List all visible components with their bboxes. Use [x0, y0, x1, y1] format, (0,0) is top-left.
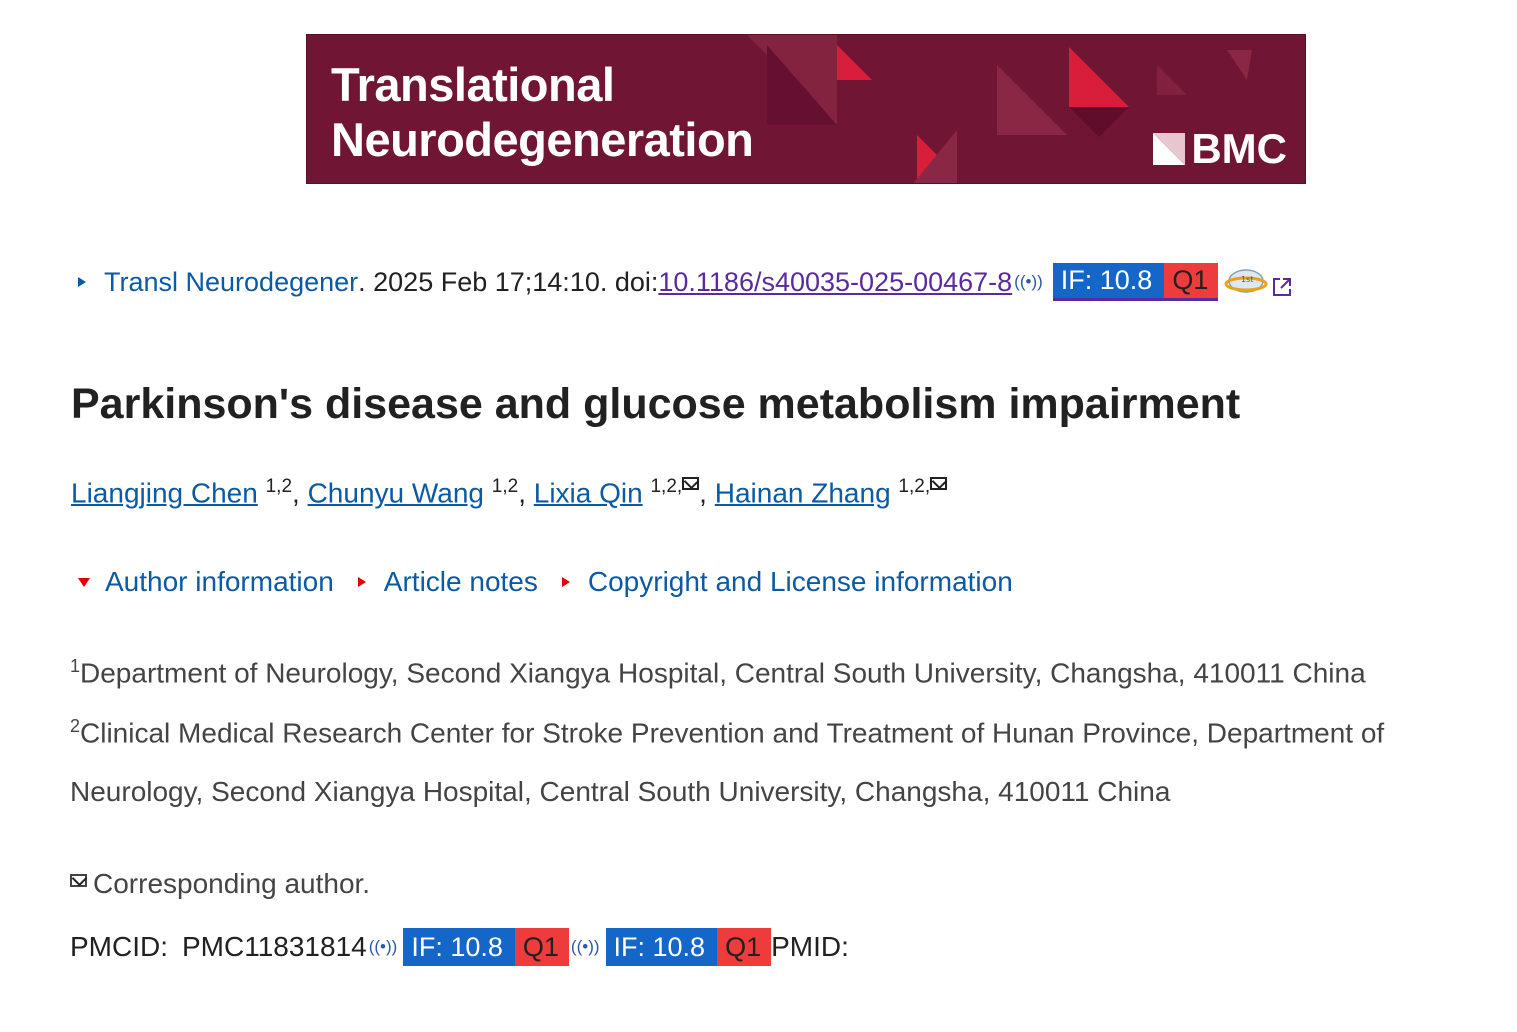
affiliation-1: 1Department of Neurology, Second Xiangya… — [70, 656, 1366, 689]
impact-factor-badge[interactable]: IF: 10.8 Q1 — [605, 928, 772, 966]
pmid-label: PMID: — [771, 931, 849, 962]
article-title: Parkinson's disease and glucose metaboli… — [71, 380, 1241, 428]
caret-right-icon — [561, 577, 570, 587]
bmc-logo-icon — [1153, 133, 1186, 165]
article-notes-toggle[interactable]: Article notes — [357, 566, 538, 598]
journal-banner: Translational Neurodegeneration BMC — [306, 34, 1306, 184]
caret-right-icon — [357, 577, 366, 587]
affiliation-2-continued: Neurology, Second Xiangya Hospital, Cent… — [70, 776, 1171, 807]
author-information-toggle[interactable]: Author information — [78, 566, 334, 598]
journal-name: Translational Neurodegeneration — [331, 58, 754, 166]
publisher-logo: BMC — [1153, 125, 1287, 173]
author-list: Liangjing Chen 1,2, Chunyu Wang 1,2, Lix… — [71, 476, 948, 509]
caret-down-icon — [78, 577, 90, 587]
mail-icon[interactable] — [682, 477, 700, 490]
broadcast-icon[interactable]: ((•)) — [368, 937, 398, 956]
identifier-line: PMCID: PMC11831814 ((•)) IF: 10.8 Q1 ((•… — [70, 928, 849, 966]
author-link[interactable]: Chunyu Wang — [307, 477, 484, 509]
author-link[interactable]: Liangjing Chen — [71, 477, 258, 509]
copyright-toggle[interactable]: Copyright and License information — [561, 566, 1013, 598]
corresponding-author-note: Corresponding author. — [70, 868, 370, 900]
citation-details: . 2025 Feb 17;14:10. doi: — [358, 266, 659, 297]
author-link[interactable]: Hainan Zhang — [714, 477, 891, 509]
citation-line: Transl Neurodegener . 2025 Feb 17;14:10.… — [78, 262, 1294, 302]
doi-link[interactable]: 10.1186/s40035-025-00467-8 — [658, 266, 1013, 297]
impact-factor-badge[interactable]: IF: 10.8 Q1 — [1052, 263, 1219, 301]
article-info-toggles: Author information Article notes Copyrig… — [78, 566, 1037, 598]
mail-icon[interactable] — [930, 477, 948, 490]
broadcast-icon[interactable]: ((•)) — [1014, 272, 1043, 291]
svg-text:1st: 1st — [1241, 275, 1253, 284]
pmcid-label: PMCID: — [70, 931, 168, 962]
scholar-globe-icon[interactable]: 1st — [1224, 265, 1268, 299]
banner-decoration — [747, 35, 1252, 183]
affiliation-2: 2Clinical Medical Research Center for St… — [70, 716, 1385, 749]
broadcast-icon[interactable]: ((•)) — [570, 937, 600, 956]
author-affiliation-ref: 1,2 — [265, 476, 293, 497]
impact-factor-badge[interactable]: IF: 10.8 Q1 — [403, 928, 569, 966]
mail-icon — [70, 874, 87, 887]
external-link-icon[interactable] — [1270, 275, 1294, 299]
author-affiliation-ref: 1,2, — [650, 476, 700, 497]
expand-arrow-icon[interactable] — [78, 277, 86, 287]
author-link[interactable]: Lixia Qin — [533, 477, 643, 509]
author-affiliation-ref: 1,2 — [491, 476, 519, 497]
author-affiliation-ref: 1,2, — [898, 476, 948, 497]
pmcid-value: PMC11831814 — [182, 931, 367, 962]
journal-link[interactable]: Transl Neurodegener — [104, 266, 359, 297]
